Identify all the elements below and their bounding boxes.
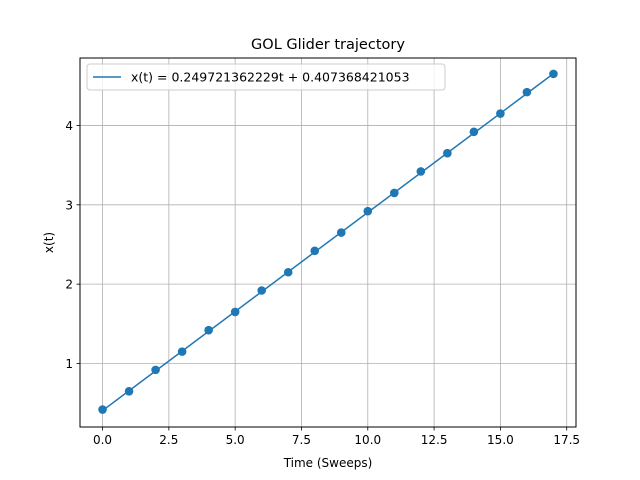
- data-point: [416, 167, 426, 176]
- data-point: [496, 109, 505, 118]
- y-tick-label: 4: [65, 119, 73, 133]
- data-point: [363, 206, 373, 216]
- x-tick-label: 10.0: [354, 433, 381, 447]
- y-tick-label: 2: [65, 278, 73, 292]
- data-point: [336, 228, 346, 237]
- chart-title: GOL Glider trajectory: [251, 37, 405, 53]
- x-axis-label: Time (Sweeps): [283, 456, 373, 470]
- data-point: [124, 386, 134, 396]
- y-tick-label: 3: [65, 198, 73, 212]
- plot-frame: [79, 57, 577, 428]
- fit-line: [102, 73, 554, 412]
- ticks: 0.0 2.5 5.0 7.5 10.0 12.5 15.0 17.5 1 2 3 4: [65, 119, 580, 447]
- data-point: [151, 365, 160, 375]
- data-point: [522, 87, 532, 97]
- data-point: [390, 188, 399, 198]
- x-tick-label: 12.5: [421, 433, 448, 447]
- data-point: [283, 267, 293, 277]
- data-point: [549, 69, 558, 79]
- grid: [80, 58, 576, 427]
- legend-label: x(t) = 0.249721362229t + 0.407368421053: [131, 70, 410, 85]
- data-point: [177, 347, 187, 356]
- legend: x(t) = 0.249721362229t + 0.407368421053: [86, 63, 446, 91]
- data-point: [230, 307, 240, 317]
- x-tick-label: 2.5: [159, 433, 178, 447]
- x-tick-label: 0.0: [93, 433, 112, 447]
- x-tick-label: 7.5: [292, 433, 311, 447]
- series-layer: [98, 69, 558, 414]
- data-point: [98, 405, 107, 414]
- data-point: [443, 148, 452, 158]
- x-tick-label: 15.0: [487, 433, 514, 447]
- y-tick-label: 1: [65, 357, 73, 371]
- data-point: [469, 127, 479, 137]
- legend-box: [86, 63, 446, 91]
- y-axis-label: x(t): [42, 232, 56, 253]
- data-point: [204, 325, 213, 335]
- data-point: [310, 246, 320, 256]
- data-point: [257, 286, 266, 295]
- x-tick-label: 17.5: [553, 433, 580, 447]
- x-tick-label: 5.0: [226, 433, 245, 447]
